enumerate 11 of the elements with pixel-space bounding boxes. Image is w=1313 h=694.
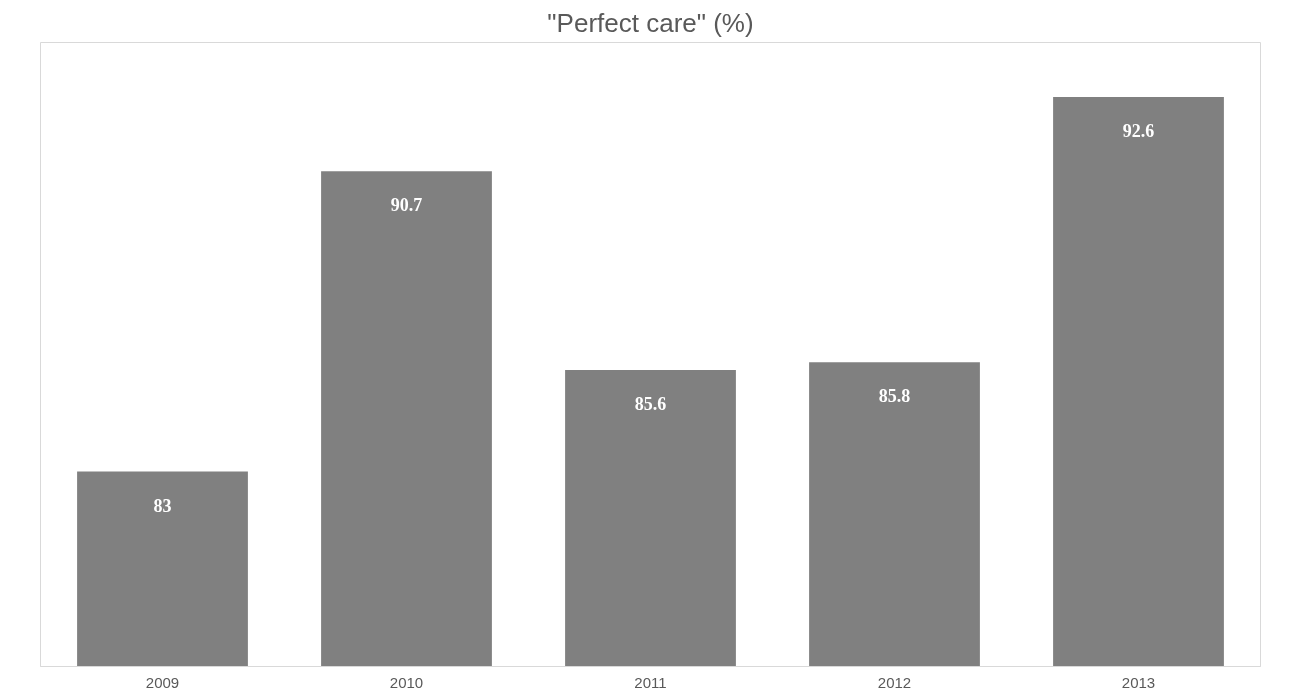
data-label: 92.6: [1122, 121, 1155, 142]
data-label: 90.7: [390, 195, 423, 216]
chart-title: "Perfect care" (%): [547, 7, 754, 38]
data-label: 83: [153, 495, 172, 516]
data-label: 85.8: [878, 386, 911, 407]
x-tick-label: 2011: [634, 673, 667, 691]
x-tick-label: 2009: [145, 673, 180, 691]
data-label: 85.6: [634, 394, 667, 415]
x-tick-label: 2012: [877, 673, 912, 691]
x-tick-label: 2013: [1121, 673, 1156, 691]
x-tick-label: 2010: [389, 673, 424, 691]
